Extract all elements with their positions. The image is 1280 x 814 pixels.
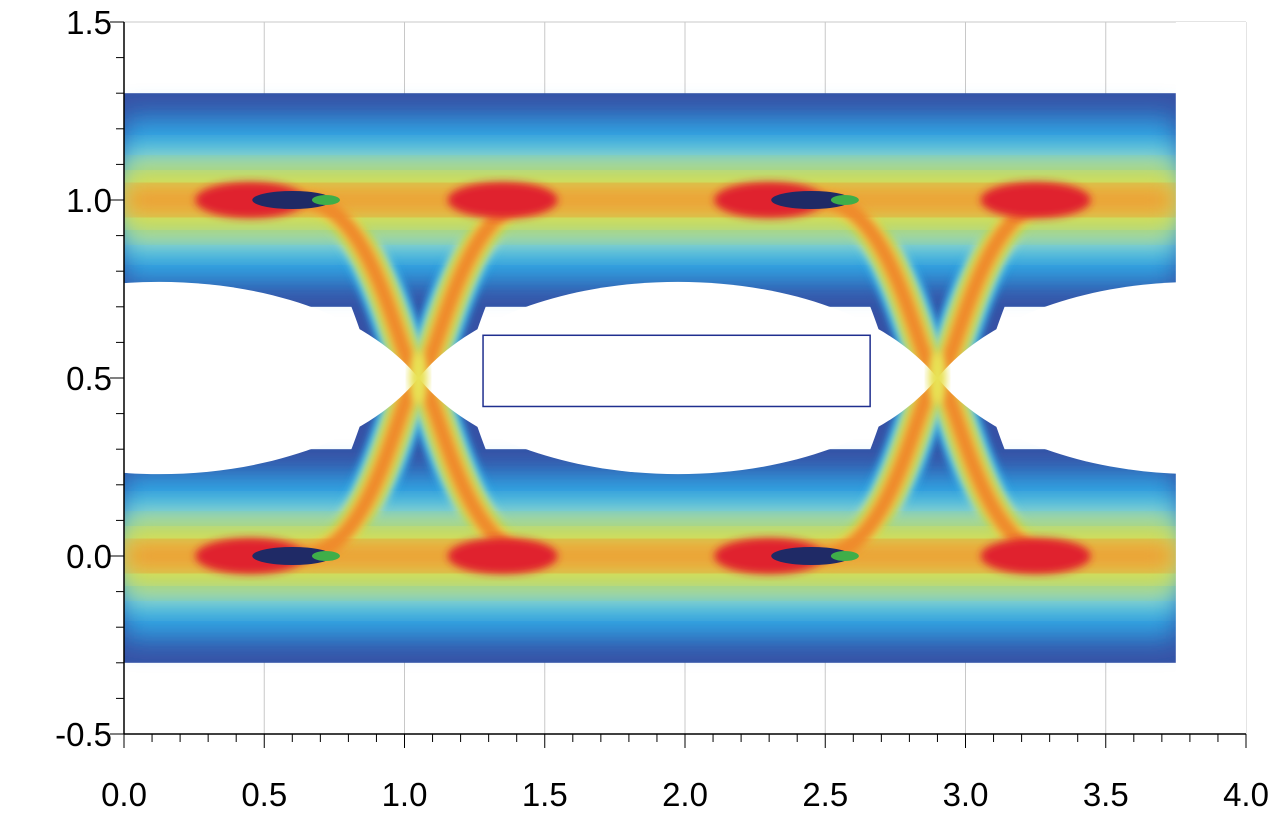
core-inner-2 <box>830 195 859 205</box>
y-tick-label-4: 1.5 <box>66 4 112 41</box>
eye-opening-0 <box>418 281 938 475</box>
beyond-data-area <box>1175 22 1246 734</box>
y-tick-label-0: -0.5 <box>55 716 112 753</box>
core-inner-0 <box>311 195 340 205</box>
hotspot-5 <box>447 538 558 574</box>
eye-mask-rect <box>482 334 871 408</box>
x-tick-label-0: 0.0 <box>101 776 147 813</box>
y-tick-label-2: 0.5 <box>66 360 112 397</box>
x-tick-label-4: 2.0 <box>662 776 708 813</box>
axes <box>110 21 1247 748</box>
x-tick-label-1: 0.5 <box>241 776 287 813</box>
core-inner-1 <box>311 551 340 561</box>
eye-mask-layer <box>482 334 871 408</box>
core-1 <box>252 547 333 565</box>
hotspot-7 <box>980 538 1091 574</box>
crossing-1 <box>928 352 947 404</box>
x-tick-label-5: 2.5 <box>802 776 848 813</box>
hotspot-3 <box>714 538 825 574</box>
eye-opening-2 <box>937 281 1246 475</box>
x-tick-labels: 0.0 0.5 1.0 1.5 2.0 2.5 3.0 3.5 4.0 <box>101 776 1269 813</box>
core-0 <box>252 191 333 209</box>
crossing-0 <box>409 352 428 404</box>
x-tick-label-2: 1.0 <box>382 776 428 813</box>
hotspot-6 <box>980 182 1091 218</box>
eye-density-contours <box>124 22 1246 734</box>
x-tick-label-6: 3.0 <box>943 776 989 813</box>
hotspot-4 <box>447 182 558 218</box>
x-tick-label-8: 4.0 <box>1223 776 1269 813</box>
hotspot-2 <box>714 182 825 218</box>
core-3 <box>771 547 852 565</box>
y-tick-label-1: 0.0 <box>66 538 112 575</box>
x-tick-label-7: 3.5 <box>1083 776 1129 813</box>
x-tick-label-3: 1.5 <box>522 776 568 813</box>
hotspot-0 <box>195 182 306 218</box>
eye-opening-1 <box>124 281 419 475</box>
core-2 <box>771 191 852 209</box>
y-tick-labels: -0.5 0.0 0.5 1.0 1.5 <box>55 4 112 753</box>
core-inner-3 <box>830 551 859 561</box>
y-tick-label-3: 1.0 <box>66 182 112 219</box>
hotspot-1 <box>195 538 306 574</box>
